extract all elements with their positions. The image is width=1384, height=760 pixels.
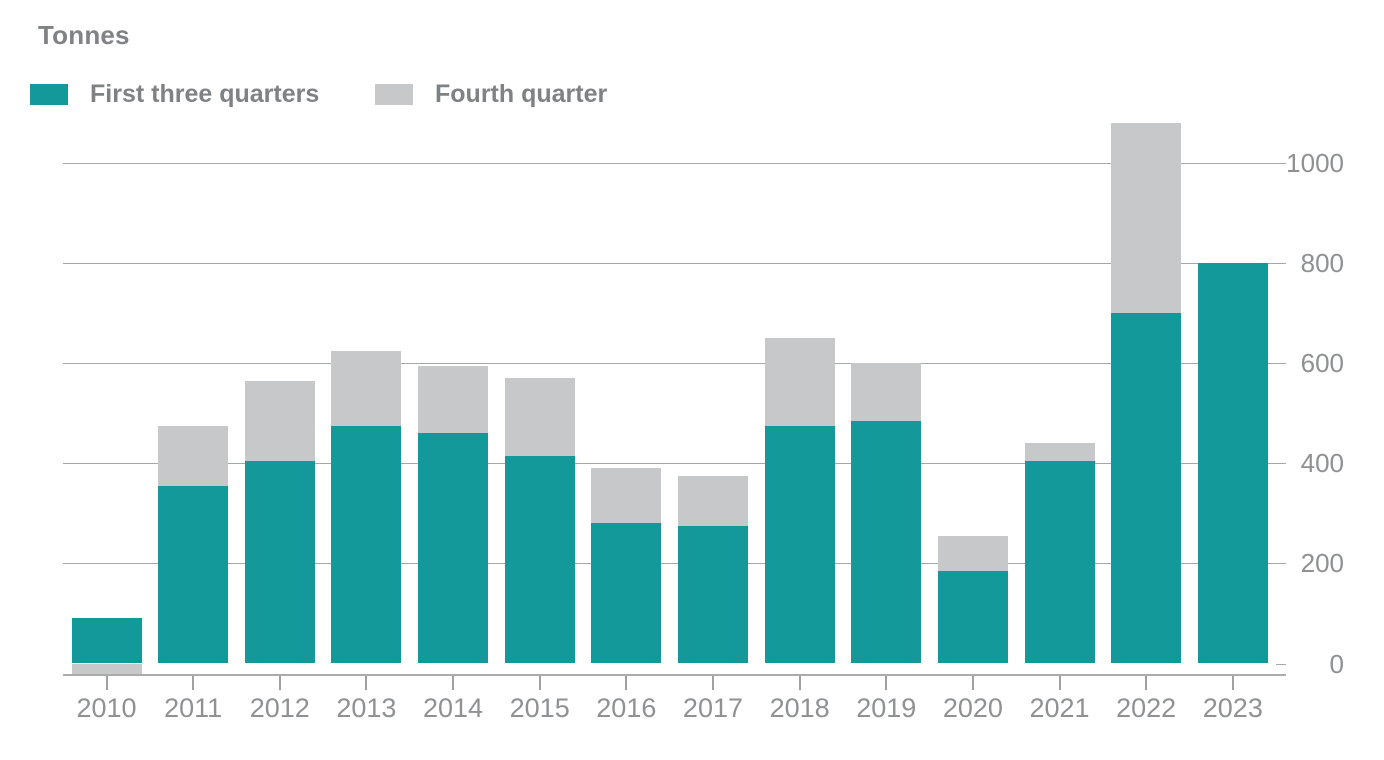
x-axis-line: [63, 674, 1286, 676]
x-axis-label-2015: 2015: [509, 693, 570, 723]
x-tick-2016: [625, 674, 628, 690]
bar-2022-first-three-quarters: [1111, 313, 1182, 664]
y-axis-label-1000: 1000: [1286, 148, 1344, 178]
bar-2012-first-three-quarters: [244, 460, 315, 664]
bar-2014-first-three-quarters: [418, 433, 489, 664]
x-axis-label-2023: 2023: [1202, 693, 1263, 723]
x-axis-label-2016: 2016: [596, 693, 657, 723]
bar-2020-first-three-quarters: [937, 570, 1008, 664]
gridline-1000: [63, 163, 1276, 164]
bar-2021-fourth-quarter: [1024, 443, 1095, 461]
x-tick-2017: [711, 674, 714, 690]
bar-2010-fourth-quarter: [71, 663, 142, 674]
legend-label-fourth-quarter: Fourth quarter: [435, 79, 608, 108]
y-tick-200: [1276, 563, 1286, 565]
bar-2021-first-three-quarters: [1024, 460, 1095, 664]
bar-2010-first-three-quarters: [71, 618, 142, 664]
x-tick-2014: [452, 674, 455, 690]
bar-2012-fourth-quarter: [244, 380, 315, 461]
y-axis-label-800: 800: [1300, 248, 1344, 279]
chart-title: Tonnes: [38, 20, 130, 50]
x-axis-label-2020: 2020: [942, 693, 1003, 723]
bar-2022-fourth-quarter: [1111, 122, 1182, 314]
bar-2014-fourth-quarter: [418, 365, 489, 434]
x-axis-label-2017: 2017: [682, 693, 743, 723]
gridline-400: [63, 463, 1276, 465]
bar-2023-first-three-quarters: [1197, 263, 1268, 664]
x-tick-2022: [1145, 674, 1148, 690]
x-axis-label-2011: 2011: [164, 693, 223, 723]
bar-2020-fourth-quarter: [937, 535, 1008, 571]
bar-2015-fourth-quarter: [504, 378, 575, 456]
x-axis-label-2014: 2014: [423, 693, 484, 723]
x-tick-2011: [192, 674, 195, 690]
gridline-200: [63, 563, 1276, 565]
x-tick-2020: [971, 674, 974, 690]
x-tick-2021: [1058, 674, 1061, 690]
bar-2011-fourth-quarter: [158, 425, 229, 486]
x-tick-2010: [105, 674, 108, 690]
legend-swatch-fourth-quarter: [375, 83, 413, 105]
bar-2016-first-three-quarters: [591, 523, 662, 664]
x-axis-label-2012: 2012: [249, 693, 310, 723]
bar-2019-fourth-quarter: [851, 363, 922, 421]
x-tick-2015: [538, 674, 541, 690]
bar-2013-fourth-quarter: [331, 350, 402, 426]
y-tick-800: [1276, 263, 1286, 265]
bar-2018-first-three-quarters: [764, 425, 835, 664]
bar-2013-first-three-quarters: [331, 425, 402, 664]
x-tick-2019: [885, 674, 888, 690]
x-axis-label-2022: 2022: [1116, 693, 1177, 723]
bar-2017-fourth-quarter: [677, 475, 748, 526]
bar-2017-first-three-quarters: [677, 525, 748, 664]
gridline-600: [63, 363, 1276, 365]
y-axis-label-200: 200: [1300, 548, 1344, 579]
legend-item-fourth-quarter: Fourth quarter: [375, 79, 608, 108]
legend-label-first-three-quarters: First three quarters: [90, 79, 320, 108]
legend-swatch-first-three-quarters: [30, 83, 68, 105]
x-axis-label-2018: 2018: [769, 693, 830, 723]
bar-2011-first-three-quarters: [158, 485, 229, 664]
x-tick-2012: [278, 674, 281, 690]
legend-item-first-three-quarters: First three quarters: [30, 79, 320, 108]
bar-2018-fourth-quarter: [764, 338, 835, 426]
x-tick-2023: [1231, 674, 1234, 690]
y-axis-label-400: 400: [1300, 448, 1344, 479]
y-tick-600: [1276, 363, 1286, 365]
y-axis-label-0: 0: [1329, 648, 1344, 679]
bar-2019-first-three-quarters: [851, 420, 922, 664]
x-axis-label-2019: 2019: [856, 693, 917, 723]
y-tick-0: [1276, 663, 1286, 665]
bar-2015-first-three-quarters: [504, 455, 575, 664]
x-axis-label-2021: 2021: [1029, 693, 1090, 723]
x-tick-2018: [798, 674, 801, 690]
y-axis-label-600: 600: [1300, 348, 1344, 379]
y-tick-1000: [1276, 163, 1286, 164]
x-axis-label-2010: 2010: [76, 693, 137, 723]
legend: First three quarters Fourth quarter: [0, 79, 1384, 108]
gridline-800: [63, 263, 1276, 265]
bar-2016-fourth-quarter: [591, 468, 662, 524]
x-axis-label-2013: 2013: [336, 693, 397, 723]
y-tick-400: [1276, 463, 1286, 465]
x-tick-2013: [365, 674, 368, 690]
